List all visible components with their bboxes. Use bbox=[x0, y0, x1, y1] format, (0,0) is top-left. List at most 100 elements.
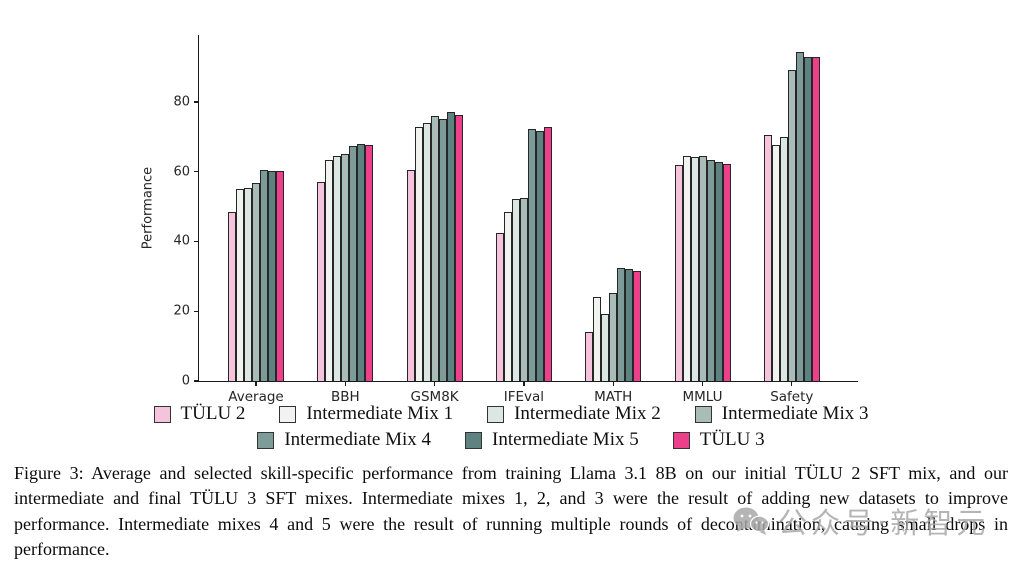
bar bbox=[228, 211, 236, 381]
bar bbox=[593, 296, 602, 381]
y-tick-mark bbox=[194, 240, 199, 243]
legend-swatch bbox=[153, 405, 171, 423]
bar bbox=[511, 198, 520, 381]
y-axis-label: Performance bbox=[140, 166, 156, 250]
legend-label: Intermediate Mix 1 bbox=[306, 403, 454, 424]
legend-label: Intermediate Mix 4 bbox=[284, 429, 432, 450]
bar bbox=[406, 169, 415, 381]
bar bbox=[357, 144, 366, 381]
bar bbox=[333, 156, 342, 381]
legend-swatch bbox=[465, 431, 483, 449]
legend-item: Intermediate Mix 2 bbox=[487, 403, 661, 425]
bar bbox=[236, 189, 244, 381]
bar bbox=[268, 171, 276, 381]
bar bbox=[438, 118, 447, 381]
x-tick-mark bbox=[523, 381, 525, 386]
bar bbox=[414, 127, 423, 381]
bar bbox=[601, 314, 610, 381]
bar bbox=[690, 157, 699, 381]
y-tick-mark bbox=[194, 101, 199, 103]
legend-item: TÜLU 3 bbox=[672, 429, 765, 451]
bar bbox=[535, 130, 544, 381]
bar bbox=[495, 233, 504, 381]
x-tick-mark bbox=[344, 381, 346, 386]
y-tick-label: 0 bbox=[181, 373, 190, 389]
bar bbox=[787, 69, 796, 381]
bar bbox=[585, 332, 594, 381]
x-tick-mark bbox=[701, 381, 704, 386]
x-tick-mark bbox=[255, 381, 257, 386]
bar bbox=[811, 57, 820, 381]
bar bbox=[698, 156, 707, 381]
bar bbox=[446, 112, 455, 381]
bar bbox=[706, 159, 715, 381]
x-tick-label-ifeval: IFEval bbox=[503, 389, 545, 405]
legend-label: TÜLU 3 bbox=[699, 429, 765, 450]
legend-item: Intermediate Mix 3 bbox=[694, 403, 869, 425]
legend-row: TÜLU 2 Intermediate Mix 1 Intermediate Mix… bbox=[153, 403, 869, 425]
y-tick-label: 20 bbox=[173, 303, 190, 319]
bar bbox=[519, 197, 528, 381]
y-tick-mark bbox=[194, 310, 199, 312]
bar bbox=[674, 165, 683, 381]
bar bbox=[625, 269, 634, 381]
legend-item: Intermediate Mix 4 bbox=[257, 429, 431, 451]
bar bbox=[803, 56, 812, 381]
legend-row: Intermediate Mix 4 Intermediate Mix 5 TÜLU… bbox=[257, 429, 765, 451]
x-tick-label-mmlu: MMLU bbox=[682, 389, 723, 405]
x-tick-label-safety: Safety bbox=[770, 389, 814, 405]
legend-swatch bbox=[672, 431, 690, 449]
legend-swatch bbox=[487, 405, 505, 423]
legend-label: TÜLU 2 bbox=[180, 403, 246, 424]
legend-item: Intermediate Mix 1 bbox=[279, 403, 453, 425]
y-tick-mark bbox=[194, 171, 199, 173]
bar bbox=[771, 144, 780, 381]
bar bbox=[795, 51, 804, 381]
plot-area: 0 20 40 60 80 Average BBH GSM8K IFEval MATH MMLU Sa… bbox=[173, 35, 858, 405]
performance-bar-chart: Performance 0 20 40 60 80 Average BBH GSM8K IFEv… bbox=[140, 35, 858, 405]
x-tick-label-math: MATH bbox=[594, 389, 633, 405]
bar-group-ifeval bbox=[495, 35, 552, 381]
x-tick-mark bbox=[433, 381, 436, 386]
bar bbox=[422, 122, 431, 381]
x-tick-mark bbox=[791, 381, 793, 386]
x-tick-label-average: Average bbox=[228, 389, 284, 405]
bar bbox=[714, 161, 723, 381]
bar bbox=[543, 127, 552, 381]
y-tick-label: 60 bbox=[173, 164, 190, 180]
bar-group-bbh bbox=[317, 35, 374, 381]
bar-group-mmlu bbox=[674, 35, 731, 381]
bar bbox=[341, 154, 350, 381]
bar bbox=[633, 271, 642, 381]
legend-label: Intermediate Mix 5 bbox=[492, 429, 639, 450]
y-tick-label: 80 bbox=[173, 94, 190, 110]
legend-swatch bbox=[279, 405, 297, 423]
x-tick-label-gsm8k: GSM8K bbox=[410, 389, 459, 405]
legend-label: Intermediate Mix 3 bbox=[721, 403, 869, 424]
bar bbox=[609, 293, 618, 381]
bar-group-safety bbox=[763, 35, 820, 381]
bar bbox=[527, 129, 536, 381]
bar bbox=[454, 115, 463, 381]
bar bbox=[682, 155, 691, 381]
bar bbox=[317, 182, 326, 381]
legend-swatch bbox=[694, 405, 712, 423]
bar bbox=[276, 171, 284, 381]
bar bbox=[430, 115, 439, 381]
bar bbox=[779, 136, 788, 381]
bar bbox=[365, 145, 374, 381]
bar bbox=[349, 145, 358, 381]
legend-label: Intermediate Mix 2 bbox=[514, 403, 661, 424]
bar-group-average bbox=[228, 35, 284, 381]
bar bbox=[503, 212, 512, 381]
bar bbox=[260, 170, 268, 381]
bar-group-math bbox=[585, 35, 642, 381]
y-tick-label: 40 bbox=[173, 233, 190, 249]
bar bbox=[252, 182, 260, 381]
figure-caption: Figure 3: Average and selected skill-spe… bbox=[14, 463, 1008, 560]
x-tick-label-bbh: BBH bbox=[330, 389, 360, 405]
y-tick-mark bbox=[194, 380, 199, 382]
legend-item: Intermediate Mix 5 bbox=[465, 429, 639, 451]
bar bbox=[763, 135, 772, 381]
